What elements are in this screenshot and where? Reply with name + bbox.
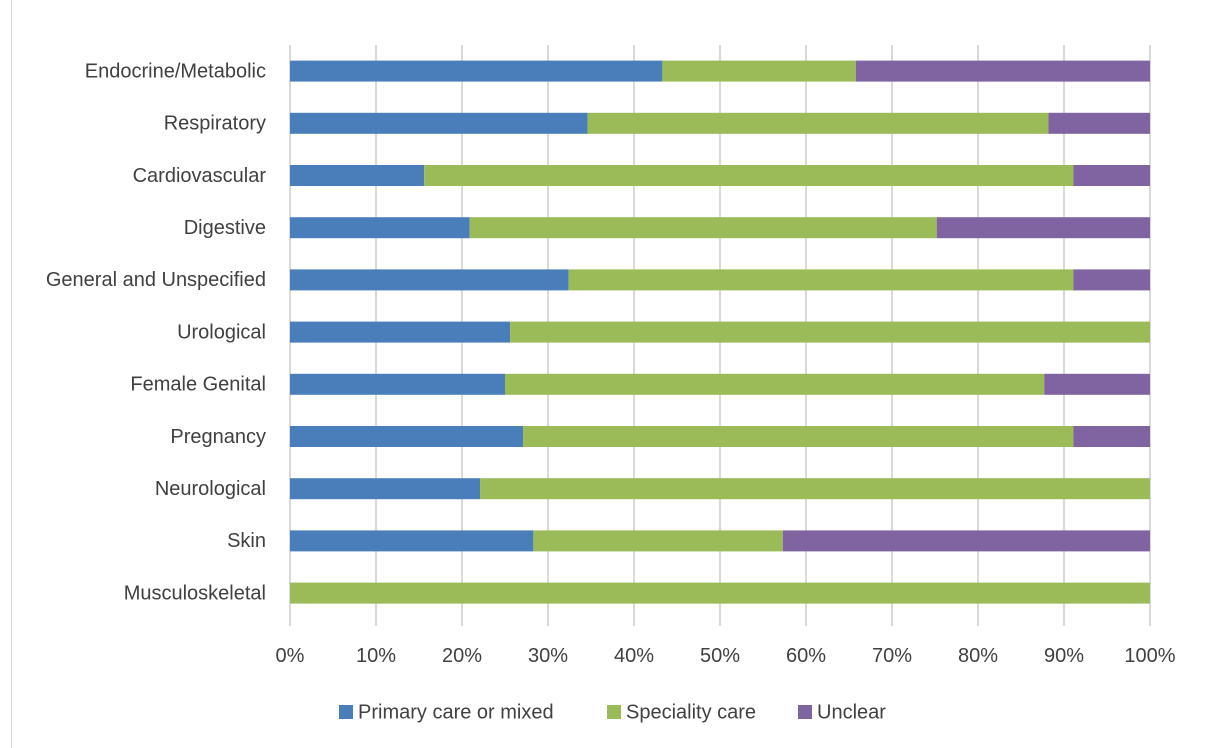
bar-segment-unclear [936, 217, 1150, 239]
bar-segment-speciality-care [290, 582, 1150, 604]
bar-segment-primary-care-or-mixed [290, 321, 511, 343]
category-label: Neurological [155, 478, 266, 500]
bar-segment-speciality-care [568, 269, 1074, 291]
category-label: Digestive [184, 217, 266, 239]
x-tick-label: 80% [958, 645, 998, 667]
bar-segment-primary-care-or-mixed [290, 426, 524, 447]
bar-segment-primary-care-or-mixed [290, 60, 663, 82]
bar-segment-primary-care-or-mixed [290, 478, 481, 500]
category-label: Musculoskeletal [124, 582, 266, 604]
bar-segment-primary-care-or-mixed [290, 217, 470, 239]
bar-segment-speciality-care [533, 530, 783, 552]
x-tick-label: 70% [872, 645, 912, 667]
bar-segment-speciality-care [424, 165, 1074, 186]
category-label: Cardiovascular [133, 165, 267, 187]
bar-segment-speciality-care [587, 112, 1049, 134]
bar-segment-unclear [1073, 426, 1150, 447]
bar-segment-unclear [1073, 165, 1150, 186]
category-labels: Endocrine/Metabolic Respiratory Cardiovasc… [46, 60, 266, 604]
bar-segment-unclear [1048, 112, 1150, 134]
bar-segment-primary-care-or-mixed [290, 269, 569, 291]
legend-label: Speciality care [626, 701, 756, 723]
legend: Primary care or mixed Speciality care Uncl… [339, 701, 886, 723]
bar-segment-speciality-care [662, 60, 856, 82]
x-tick-labels: 0% 10% 20% 30% 40% 50% 60% 70% 80% 90% 100% [276, 645, 1176, 667]
x-tick-label: 100% [1124, 645, 1175, 667]
bar-segment-unclear [782, 530, 1150, 552]
bar-segment-speciality-care [523, 426, 1074, 447]
x-tick-label: 60% [786, 645, 826, 667]
x-tick-label: 40% [614, 645, 654, 667]
bars [290, 60, 1150, 604]
x-tick-label: 50% [700, 645, 740, 667]
bar-segment-speciality-care [505, 373, 1045, 395]
category-label: Female Genital [130, 374, 266, 396]
bar-segment-primary-care-or-mixed [290, 530, 534, 552]
bar-segment-speciality-care [510, 321, 1150, 343]
bar-segment-unclear [1073, 269, 1150, 291]
category-label: Endocrine/Metabolic [85, 60, 266, 82]
category-label: Respiratory [164, 113, 266, 135]
legend-swatch [607, 705, 621, 719]
bar-segment-primary-care-or-mixed [290, 165, 425, 186]
category-label: Pregnancy [170, 426, 266, 448]
legend-swatch [339, 705, 353, 719]
bar-segment-primary-care-or-mixed [290, 112, 588, 134]
bar-segment-primary-care-or-mixed [290, 373, 505, 395]
category-label: General and Unspecified [46, 269, 266, 291]
legend-swatch [798, 705, 812, 719]
x-tick-label: 10% [356, 645, 396, 667]
x-tick-label: 0% [276, 645, 305, 667]
x-tick-label: 90% [1044, 645, 1084, 667]
bar-segment-speciality-care [469, 217, 937, 239]
bar-segment-unclear [855, 60, 1150, 82]
legend-label: Primary care or mixed [358, 701, 554, 723]
bar-segment-unclear [1044, 373, 1150, 395]
category-label: Urological [177, 321, 266, 343]
legend-label: Unclear [817, 701, 886, 723]
x-tick-label: 20% [442, 645, 482, 667]
bar-segment-speciality-care [480, 478, 1150, 500]
chart-frame-line [11, 0, 12, 748]
x-tick-label: 30% [528, 645, 568, 667]
category-label: Skin [227, 530, 266, 552]
